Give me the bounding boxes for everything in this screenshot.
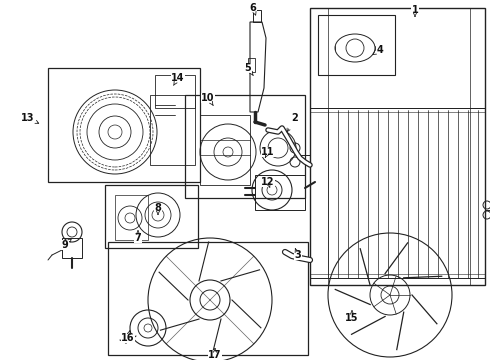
Bar <box>248 58 255 72</box>
Text: 2: 2 <box>292 113 298 123</box>
Text: 3: 3 <box>294 250 301 260</box>
Bar <box>150 95 195 165</box>
Text: 14: 14 <box>171 73 185 83</box>
Bar <box>48 68 200 182</box>
Bar <box>200 115 250 185</box>
Bar <box>310 8 485 285</box>
Text: 6: 6 <box>249 3 256 13</box>
Bar <box>108 242 308 355</box>
Bar <box>253 10 261 22</box>
Bar <box>62 238 82 258</box>
Text: 12: 12 <box>261 177 275 187</box>
Text: 16: 16 <box>121 333 135 343</box>
Text: 7: 7 <box>135 233 142 243</box>
Bar <box>105 185 198 248</box>
Text: 4: 4 <box>377 45 383 55</box>
Bar <box>155 75 195 108</box>
Bar <box>318 15 395 75</box>
Text: 5: 5 <box>245 63 251 73</box>
Bar <box>115 195 148 240</box>
Bar <box>255 175 305 210</box>
Text: 1: 1 <box>412 5 418 15</box>
Text: 11: 11 <box>261 147 275 157</box>
Bar <box>185 95 305 198</box>
Text: 9: 9 <box>62 240 69 250</box>
Text: 10: 10 <box>201 93 215 103</box>
Text: 8: 8 <box>154 203 161 213</box>
Text: 15: 15 <box>345 313 359 323</box>
Text: 13: 13 <box>21 113 35 123</box>
Text: 17: 17 <box>208 350 222 360</box>
